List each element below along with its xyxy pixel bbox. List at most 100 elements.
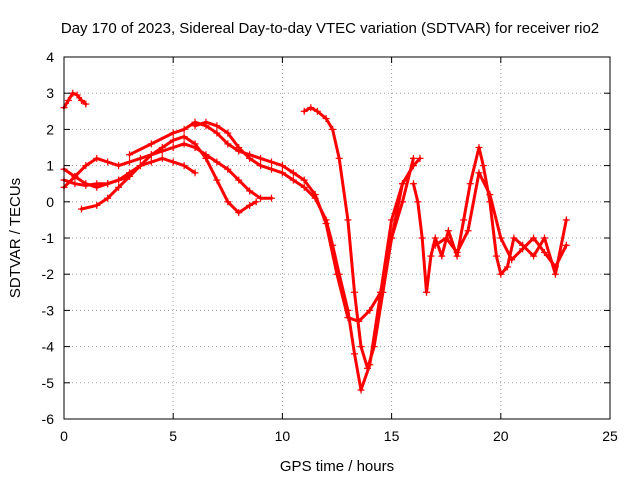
series-sat-f (128, 120, 415, 323)
data-point (289, 176, 297, 184)
data-point (191, 140, 199, 148)
data-point (136, 154, 144, 162)
data-point (540, 248, 548, 256)
data-point (442, 234, 450, 242)
data-point (418, 234, 426, 242)
data-point (510, 234, 518, 242)
data-point (115, 183, 123, 191)
data-point (158, 154, 166, 162)
data-point (350, 288, 358, 296)
x-tick-label: 20 (493, 428, 509, 444)
data-point (115, 176, 123, 184)
data-point (519, 245, 527, 253)
series-sat-i (411, 146, 568, 294)
data-point (370, 343, 378, 351)
y-tick-label: 3 (46, 85, 54, 101)
data-point (147, 151, 155, 159)
data-point (530, 234, 538, 242)
data-point (158, 144, 166, 151)
data-point (82, 182, 90, 190)
data-point (335, 270, 343, 278)
data-point (202, 154, 210, 162)
data-point (399, 198, 407, 206)
data-point (562, 216, 570, 224)
data-point (147, 140, 155, 148)
data-point (235, 144, 243, 151)
data-point (180, 125, 188, 133)
data-point (224, 129, 232, 137)
data-point (69, 89, 77, 97)
data-point (311, 194, 319, 202)
data-point (278, 169, 286, 177)
data-point (508, 256, 516, 264)
data-point (213, 158, 221, 166)
y-tick-label: -6 (42, 411, 55, 427)
data-point (213, 176, 221, 184)
x-axis-label: GPS time / hours (280, 458, 394, 475)
data-point (475, 169, 483, 177)
data-point (300, 176, 308, 184)
data-point (388, 216, 396, 224)
data-point (147, 158, 155, 166)
x-axis: 0 5 10 15 20 25 (60, 57, 618, 444)
data-point (104, 194, 112, 202)
data-point (224, 165, 232, 173)
data-point (300, 183, 308, 191)
data-point (252, 198, 260, 206)
data-point (503, 263, 511, 271)
x-tick-label: 0 (60, 428, 68, 444)
data-point (335, 154, 343, 162)
chart-title: Day 170 of 2023, Sidereal Day-to-day VTE… (61, 20, 599, 37)
x-tick-label: 10 (275, 428, 291, 444)
data-point (64, 96, 72, 104)
data-point (267, 165, 275, 173)
data-point (460, 216, 468, 224)
data-point (357, 343, 365, 351)
data-point (388, 234, 396, 242)
data-point (344, 216, 352, 224)
y-tick-label: 0 (46, 194, 54, 210)
y-axis-label: SDTVAR / TECUs (7, 178, 24, 298)
data-point (540, 234, 548, 242)
data-point (475, 144, 483, 151)
data-point (235, 176, 243, 184)
data-point (409, 154, 417, 162)
x-tick-label: 15 (384, 428, 400, 444)
data-point (213, 122, 221, 130)
data-point (464, 227, 472, 235)
y-tick-label: -2 (42, 266, 55, 282)
y-tick-label: -5 (42, 375, 55, 391)
data-point (492, 252, 500, 260)
data-point (191, 122, 199, 130)
data-point (71, 180, 79, 188)
data-point (191, 169, 199, 177)
data-point (416, 154, 424, 162)
data-point (466, 180, 474, 188)
data-point (77, 96, 85, 104)
y-axis: -6 -5 -4 -3 -2 -1 0 1 2 3 4 (42, 49, 610, 427)
data-point (329, 125, 337, 133)
y-tick-label: 4 (46, 49, 54, 65)
data-point (202, 118, 210, 126)
series-sat-b (62, 142, 273, 200)
data-point (213, 129, 221, 137)
data-point (551, 270, 559, 278)
data-point (257, 194, 265, 202)
y-tick-label: 1 (46, 158, 54, 174)
data-point (423, 288, 431, 296)
data-point (530, 252, 538, 260)
series-sat-g (193, 120, 422, 392)
data-point (246, 154, 254, 162)
data-point (169, 158, 177, 166)
data-point (300, 107, 308, 115)
data-point (357, 386, 365, 394)
data-point (267, 194, 275, 202)
data-point (180, 140, 188, 148)
y-tick-label: -3 (42, 302, 55, 318)
data-point (169, 144, 177, 151)
data-point (224, 198, 232, 206)
data-point (497, 270, 505, 278)
data-point (235, 209, 243, 217)
data-point (136, 162, 144, 170)
